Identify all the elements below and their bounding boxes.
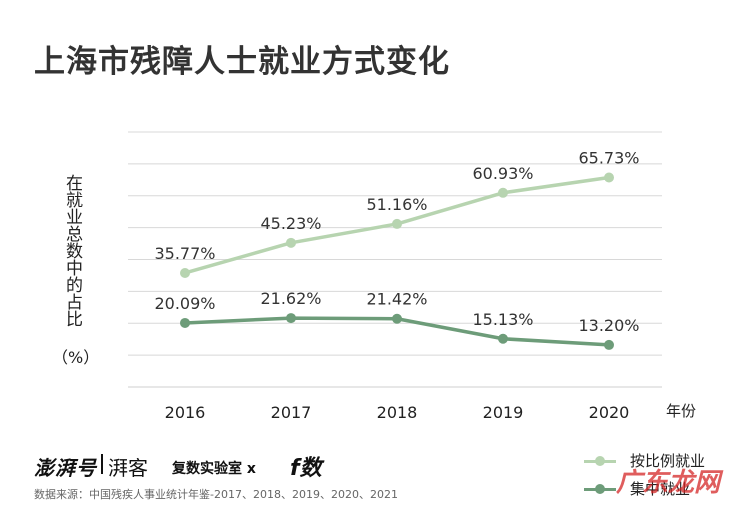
- x-tick-label-2018: 2018: [377, 403, 418, 422]
- legend-item-centralized: 集中就业: [580, 476, 720, 504]
- brand-lab-name: 复数实验室 x: [172, 461, 256, 477]
- legend-marker-centralized: [595, 484, 605, 494]
- data-source-note: 数据来源：中国残疾人事业统计年鉴-2017、2018、2019、2020、202…: [34, 488, 398, 501]
- brand-fshu-logo: f数: [290, 456, 322, 481]
- data-point-0-2019: [498, 187, 508, 198]
- data-label-0-2019: 60.93%: [472, 164, 533, 183]
- data-label-0-2016: 35.77%: [154, 244, 215, 263]
- y-axis-label: 在就业总数中的占比: [62, 173, 82, 327]
- x-axis-unit: 年份: [666, 402, 696, 420]
- data-label-1-2020: 13.20%: [578, 316, 639, 335]
- data-point-0-2018: [392, 218, 402, 229]
- data-point-1-2019: [498, 333, 508, 344]
- brand-paike-logo: 湃客: [108, 456, 148, 480]
- chart-title: 上海市残障人士就业方式变化: [34, 44, 450, 80]
- x-tick-label-2019: 2019: [483, 403, 524, 422]
- data-label-0-2020: 65.73%: [578, 148, 639, 167]
- data-point-1-2016: [180, 317, 190, 328]
- data-point-1-2017: [286, 313, 296, 324]
- data-point-0-2017: [286, 237, 296, 248]
- x-tick-label-2017: 2017: [271, 403, 312, 422]
- watermark-logo: 广东龙网: [616, 468, 721, 498]
- data-label-0-2018: 51.16%: [366, 195, 427, 214]
- data-label-0-2017: 45.23%: [260, 214, 321, 233]
- data-point-1-2020: [604, 339, 614, 350]
- x-tick-label-2016: 2016: [165, 403, 206, 422]
- data-point-0-2020: [604, 172, 614, 183]
- data-label-1-2018: 21.42%: [366, 290, 427, 309]
- data-label-1-2016: 20.09%: [154, 294, 215, 313]
- data-point-1-2018: [392, 313, 402, 324]
- legend-label-proportional: 按比例就业: [630, 452, 706, 470]
- data-point-0-2016: [180, 267, 190, 278]
- legend-item-proportional: 按比例就业: [580, 448, 720, 476]
- legend-marker-proportional: [595, 456, 605, 466]
- y-axis-unit: （%）: [52, 348, 100, 367]
- data-label-1-2017: 21.62%: [260, 289, 321, 308]
- chart-legend: 按比例就业 集中就业: [580, 448, 720, 504]
- legend-label-centralized: 集中就业: [630, 480, 691, 498]
- data-label-1-2019: 15.13%: [472, 310, 533, 329]
- x-tick-label-2020: 2020: [589, 403, 630, 422]
- brand-divider: [101, 454, 103, 474]
- brand-thepaper-logo: 澎湃号: [34, 456, 97, 480]
